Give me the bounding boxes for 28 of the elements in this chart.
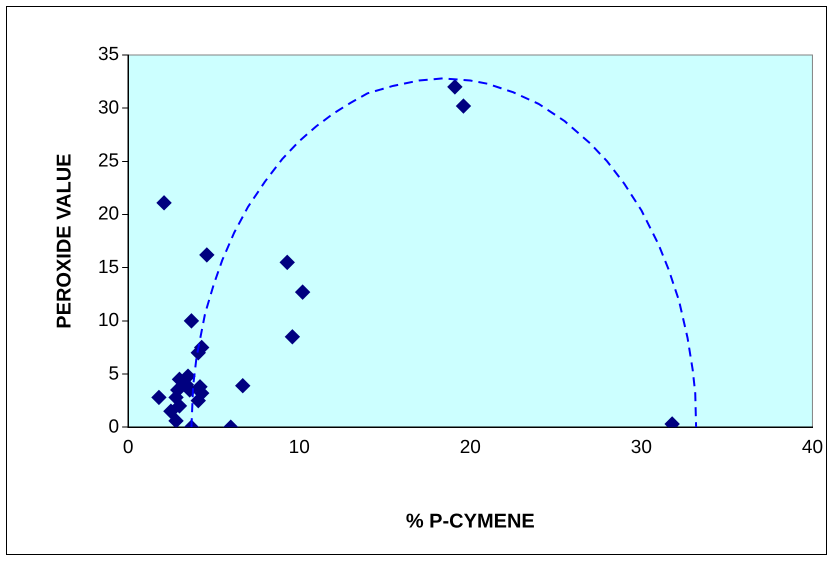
y-tick-label: 20: [98, 204, 120, 225]
point: [184, 313, 199, 328]
y-tick-label: 35: [98, 44, 120, 66]
y-tick-label: 10: [98, 310, 120, 332]
point: [168, 413, 184, 428]
y-tick-label: 5: [108, 363, 120, 384]
x-tick-label: 0: [122, 436, 134, 458]
point: [456, 98, 471, 114]
y-axis-title: PEROXIDE VALUE: [54, 153, 76, 329]
x-tick-label: 40: [802, 436, 824, 458]
y-tick-label: 30: [98, 97, 120, 118]
point: [151, 390, 166, 405]
point: [235, 378, 250, 394]
x-tick-label: 30: [630, 436, 652, 458]
y-tick-label: 15: [98, 256, 120, 278]
point: [284, 329, 300, 344]
y-tick-label: 25: [98, 150, 120, 172]
point: [199, 247, 214, 262]
point: [447, 79, 462, 94]
x-tick-label: 10: [288, 436, 310, 458]
point: [156, 195, 172, 210]
point: [190, 393, 206, 408]
point: [163, 404, 178, 419]
point: [295, 284, 310, 300]
y-tick-label: 0: [108, 416, 120, 438]
x-tick-label: 20: [460, 436, 481, 458]
x-axis-title: % P-CYMENE: [406, 510, 535, 533]
point: [280, 254, 295, 270]
